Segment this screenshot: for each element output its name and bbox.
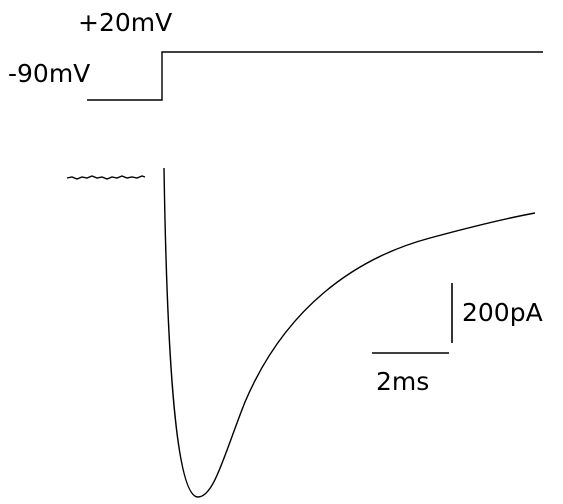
time-scale-label: 2ms <box>376 367 429 396</box>
voltage-protocol <box>87 51 543 101</box>
current-trace <box>163 167 536 498</box>
step-label: +20mV <box>78 8 172 37</box>
baseline-trace <box>66 175 146 180</box>
current-scale-label: 200pA <box>462 298 543 327</box>
holding-label: -90mV <box>8 59 90 88</box>
